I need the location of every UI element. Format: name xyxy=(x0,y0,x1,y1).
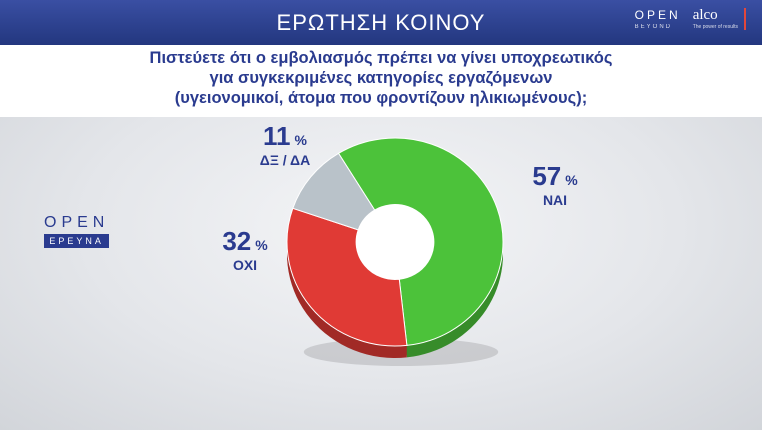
label-dk-value: 11% xyxy=(263,121,308,151)
donut-hole xyxy=(356,204,434,280)
question-text: Πιστεύετε ότι ο εμβολιασμός πρέπει να γί… xyxy=(30,48,732,108)
label-dk-category: ΔΞ / ΔΑ xyxy=(260,152,310,168)
alco-logo: alco The power of results xyxy=(693,8,746,30)
header-bar: ΕΡΩΤΗΣΗ ΚΟΙΝΟΥ OPEN BEYOND alco The power … xyxy=(0,0,762,45)
label-nai-category: ΝΑΙ xyxy=(543,192,567,208)
label-oxi-category: ΟΧΙ xyxy=(233,257,257,273)
erevna-logo-text: ΕΡΕΥΝΑ xyxy=(44,234,110,248)
label-nai-value: 57% xyxy=(532,161,578,191)
open-erevna-logo: OPEN ΕΡΕΥΝΑ xyxy=(44,214,110,248)
question-line-1: Πιστεύετε ότι ο εμβολιασμός πρέπει να γί… xyxy=(149,49,613,67)
label-oxi-value: 32% xyxy=(222,226,268,256)
open-beyond-logo: OPEN BEYOND xyxy=(634,7,681,30)
header-title: ΕΡΩΤΗΣΗ ΚΟΙΝΟΥ xyxy=(276,9,486,35)
question-line-3: (υγειονομικοί, άτομα που φροντίζουν ηλικ… xyxy=(174,89,588,107)
question-band xyxy=(0,45,762,117)
slice-oxi xyxy=(286,207,408,347)
open-logo-text: OPEN xyxy=(44,214,110,231)
brand-logos: OPEN BEYOND alco The power of results xyxy=(635,8,746,30)
question-line-2: για συγκεκριμένες κατηγορίες εργαζόμενων xyxy=(209,69,553,87)
